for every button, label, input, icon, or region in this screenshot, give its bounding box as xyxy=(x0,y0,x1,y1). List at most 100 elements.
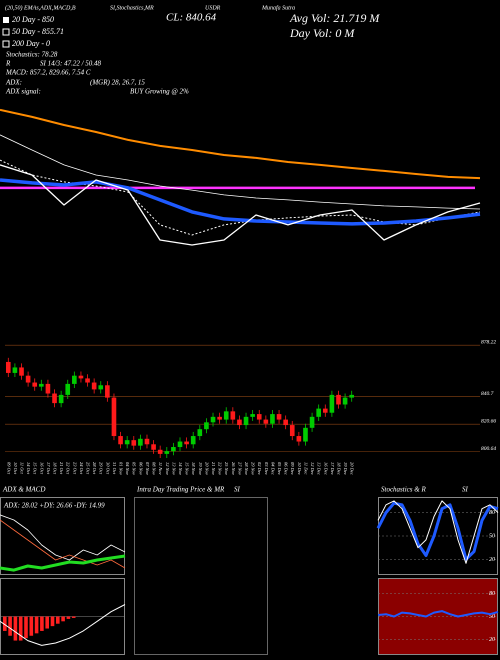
x-tick-label: 18 Dec xyxy=(336,462,341,475)
x-tick-label: 15 Nov xyxy=(185,462,190,475)
candle-body xyxy=(91,382,97,390)
panel-title: Intra Day Trading Price & MR xyxy=(136,486,225,494)
x-tick-label: 11 Nov xyxy=(158,462,163,475)
y-tick-label: 50 xyxy=(489,533,495,539)
candle-body xyxy=(223,411,229,420)
x-tick-label: 29 Nov xyxy=(251,462,256,475)
candle-body xyxy=(131,440,137,446)
header-text: R xyxy=(5,60,11,68)
candle-body xyxy=(289,425,295,437)
candle-body xyxy=(336,394,341,405)
y-tick-label: 800.64 xyxy=(481,445,496,452)
candle-body xyxy=(85,378,90,383)
candle-body xyxy=(210,416,216,423)
candle-body xyxy=(322,408,328,413)
x-tick-label: 28 Oct xyxy=(92,462,97,475)
candle-body xyxy=(98,385,104,390)
candle-body xyxy=(12,367,18,373)
candle-body xyxy=(65,383,71,395)
x-tick-label: 14 Oct xyxy=(26,462,31,475)
header-text: CL: 840.64 xyxy=(166,12,217,24)
histogram-bar xyxy=(66,616,71,619)
candle-body xyxy=(32,382,38,387)
x-tick-label: 28 Nov xyxy=(244,462,249,475)
candle-body xyxy=(303,427,308,442)
candle-body xyxy=(184,441,189,445)
candle-body xyxy=(230,411,236,420)
x-tick-label: 02 Dec xyxy=(257,462,262,475)
panel-border xyxy=(134,497,268,655)
x-tick-label: 11 Dec xyxy=(303,462,308,475)
y-tick-label: 20 xyxy=(489,637,495,643)
y-tick-label: 878.22 xyxy=(481,339,496,345)
histogram-bar xyxy=(61,616,65,622)
x-tick-label: 29 Oct xyxy=(99,462,104,475)
x-tick-label: 31 Oct xyxy=(112,462,117,475)
y-tick-label: 80 xyxy=(489,510,495,516)
header-text: SI 14/3: 47.22 / 50.48 xyxy=(40,60,102,68)
candle-body xyxy=(164,451,170,454)
x-tick-label: 01 Nov xyxy=(119,462,124,475)
y-tick-label: 20 xyxy=(489,557,495,563)
series-line xyxy=(0,519,126,569)
header-text: (MGR) 28, 26.7, 15 xyxy=(90,79,145,87)
panel-border xyxy=(0,497,125,575)
x-tick-label: 24 Oct xyxy=(79,462,84,475)
histogram-bar xyxy=(71,616,76,618)
series-line xyxy=(376,501,499,561)
panel-title: Stochastics & R xyxy=(381,486,426,494)
panel-title: ADX & MACD xyxy=(2,486,45,494)
series-line xyxy=(377,500,499,564)
histogram-bar xyxy=(29,616,34,636)
candle-body xyxy=(190,436,196,445)
candle-body xyxy=(105,385,110,398)
candle-body xyxy=(263,419,269,424)
y-tick-label: 820.66 xyxy=(481,418,496,424)
candle-body xyxy=(237,419,242,426)
x-tick-label: 12 Nov xyxy=(165,462,170,475)
x-tick-label: 16 Dec xyxy=(323,462,328,475)
x-tick-label: 06 Dec xyxy=(284,462,289,475)
header-text: MACD: 857.2, 829.66, 7.54 C xyxy=(5,69,91,77)
y-tick-label: 80 xyxy=(489,591,495,597)
candle-body xyxy=(45,383,51,394)
candle-body xyxy=(204,422,209,430)
x-tick-label: 03 Dec xyxy=(264,462,269,475)
x-tick-label: 17 Dec xyxy=(330,462,335,475)
x-tick-label: 22 Oct xyxy=(66,462,71,475)
header-text: 200 Day - 0 xyxy=(12,39,50,48)
x-tick-label: 30 Oct xyxy=(105,462,110,475)
header-text: ADX signal: xyxy=(5,88,41,96)
histogram-bar xyxy=(50,616,55,627)
candle-body xyxy=(151,444,156,450)
header-text: (20,50) EMAs,ADX,MACD,B xyxy=(5,4,76,11)
candle-body xyxy=(349,394,355,398)
candle-body xyxy=(296,436,302,442)
candle-body xyxy=(316,408,321,417)
header-text: Stochastics: 78.28 xyxy=(6,51,58,59)
x-tick-label: 20 Dec xyxy=(350,462,355,475)
x-tick-label: 18 Nov xyxy=(191,462,196,475)
x-tick-label: 25 Nov xyxy=(224,462,229,475)
x-tick-label: 20 Nov xyxy=(204,462,209,475)
candle-body xyxy=(250,414,255,417)
candle-body xyxy=(5,361,11,373)
y-tick-label: 50 xyxy=(489,614,495,620)
x-tick-label: 18 Oct xyxy=(52,462,57,475)
x-tick-label: 21 Oct xyxy=(59,462,64,475)
header-text: SI,Stochastics,MR xyxy=(110,5,154,11)
header-text: BUY Growing @ 2% xyxy=(130,88,189,96)
series-line xyxy=(0,604,126,646)
x-tick-label: 21 Nov xyxy=(211,462,216,475)
histogram-bar xyxy=(13,616,18,641)
header-text: USDR xyxy=(205,5,221,11)
x-tick-label: 13 Nov xyxy=(171,462,176,475)
histogram-bar xyxy=(34,616,39,634)
candle-body xyxy=(19,367,24,376)
series-line xyxy=(377,610,499,618)
histogram-bar xyxy=(56,616,60,624)
x-tick-label: 15 Oct xyxy=(33,462,38,475)
candle-body xyxy=(197,429,203,437)
series-line xyxy=(0,108,481,180)
